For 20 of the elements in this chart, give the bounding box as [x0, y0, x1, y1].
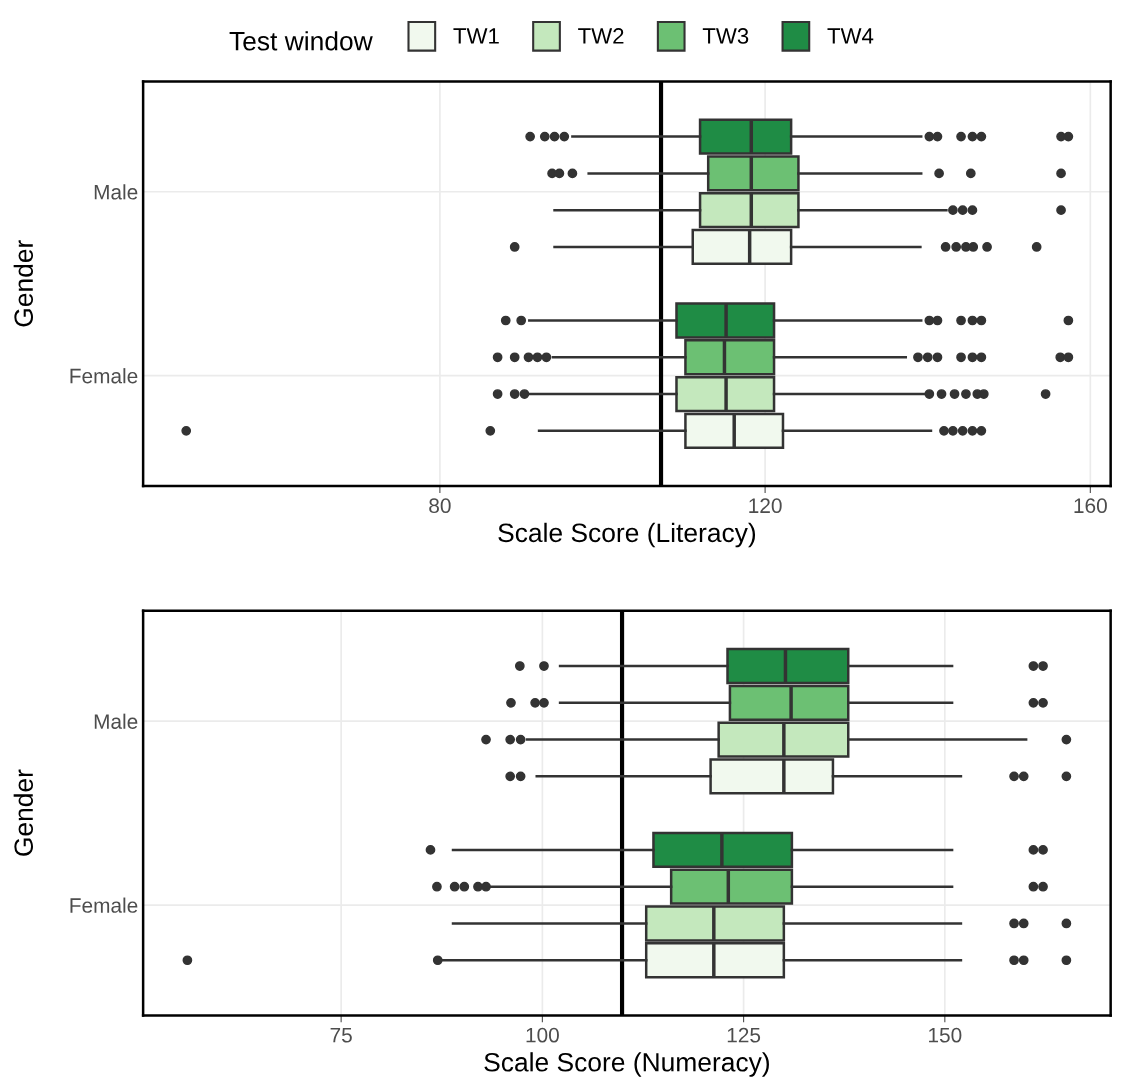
legend-label: TW4	[827, 28, 874, 44]
x-axis-title: Scale Score (Literacy)	[498, 522, 756, 548]
x-tick-label: 100	[526, 1027, 559, 1043]
legend-title: Test window	[229, 31, 373, 51]
x-tick-label: 150	[929, 1027, 962, 1043]
x-tick-label: 80	[429, 498, 451, 514]
y-tick-label: Male	[94, 184, 138, 200]
legend-label: TW1	[453, 28, 499, 44]
y-axis-title: Gender	[13, 240, 34, 327]
x-axis-title: Scale Score (Numeracy)	[484, 1052, 769, 1077]
x-tick-label: 125	[727, 1027, 761, 1043]
y-tick-label: Female	[70, 368, 138, 384]
y-tick-label: Female	[70, 897, 138, 913]
x-tick-label: 75	[330, 1027, 352, 1043]
y-tick-label: Male	[94, 713, 138, 729]
y-axis-title: Gender	[13, 769, 34, 856]
legend-label: TW2	[578, 28, 624, 44]
x-tick-label: 160	[1074, 498, 1107, 514]
legend-label: TW3	[702, 28, 749, 44]
x-tick-label: 120	[749, 498, 782, 514]
